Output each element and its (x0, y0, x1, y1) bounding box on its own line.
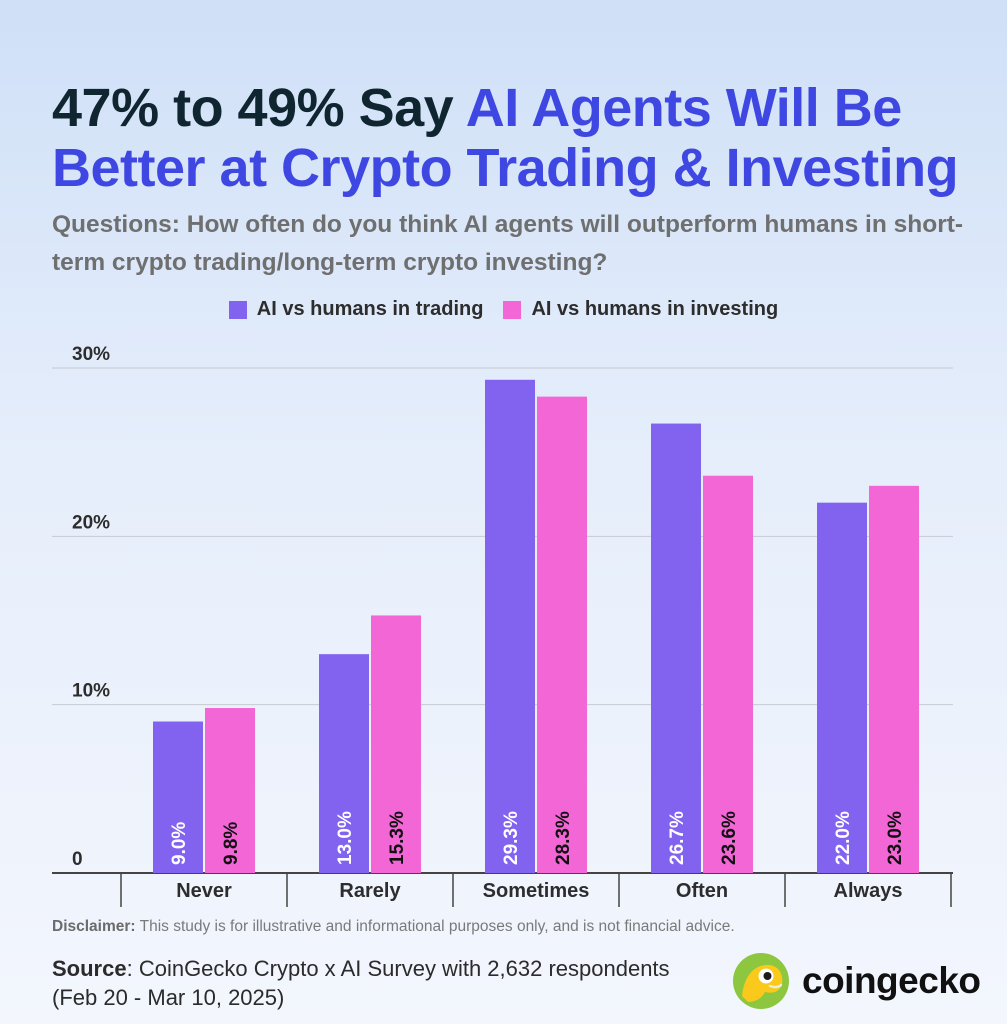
title-part-dark: 47% to 49% Say (52, 78, 454, 138)
bar-rarely-investing (371, 615, 421, 873)
legend-item-trading: AI vs humans in trading (228, 298, 484, 321)
bar-never-trading (153, 721, 203, 873)
data-label-often-trading: 26.7% (667, 811, 688, 865)
x-tick-label-often: Often (676, 880, 728, 902)
y-tick-label-3: 30% (72, 344, 110, 365)
chart-legend: AI vs humans in trading AI vs humans in … (0, 298, 1007, 321)
bar-sometimes-trading (485, 379, 535, 873)
bar-rarely-trading (319, 654, 369, 873)
source-label: Source (52, 956, 127, 981)
coingecko-logo: coingecko (732, 952, 981, 1010)
y-tick-label-0: 0 (72, 849, 83, 870)
legend-swatch-trading (228, 300, 247, 319)
chart-subtitle: Questions: How often do you think AI age… (52, 211, 964, 276)
data-label-often-investing: 23.6% (719, 811, 740, 865)
disclaimer-label: Disclaimer: (52, 918, 136, 935)
data-label-always-investing: 23.0% (885, 811, 906, 865)
bar-never-investing (205, 708, 255, 873)
disclaimer-text: This study is for illustrative and infor… (139, 918, 735, 935)
x-tick-label-rarely: Rarely (339, 880, 401, 902)
legend-item-investing: AI vs humans in investing (503, 298, 778, 321)
gecko-icon (733, 953, 789, 1009)
data-label-rarely-investing: 15.3% (387, 811, 408, 865)
legend-label-trading: AI vs humans in trading (256, 298, 484, 320)
data-label-never-trading: 9.0% (169, 822, 190, 865)
data-label-rarely-trading: 13.0% (335, 811, 356, 865)
data-label-never-investing: 9.8% (221, 822, 242, 865)
bar-often-investing (703, 475, 753, 873)
x-tick-label-always: Always (834, 880, 903, 902)
data-label-always-trading: 22.0% (833, 811, 854, 865)
data-label-sometimes-trading: 29.3% (501, 811, 522, 865)
bar-always-investing (869, 485, 919, 873)
legend-swatch-investing (503, 300, 522, 319)
data-label-sometimes-investing: 28.3% (553, 811, 574, 865)
source-text: CoinGecko Crypto x AI Survey with 2,632 … (52, 956, 670, 1010)
chart-title: 47% to 49% Say AI Agents Will Be Better … (52, 78, 1002, 198)
y-tick-label-1: 10% (72, 681, 110, 702)
bar-always-trading (817, 502, 867, 873)
legend-label-investing: AI vs humans in investing (531, 298, 779, 320)
bar-chart: 0 10% 20% 30% 9.0% 9.8% Never 13.0% 15.3% Rarely 2… (52, 344, 953, 907)
bar-often-trading (651, 423, 701, 873)
title-part-accent: AI Agents Will Be Better at Crypto Tradi… (52, 78, 959, 198)
y-tick-label-2: 20% (72, 512, 110, 533)
disclaimer: Disclaimer: This study is for illustrati… (52, 918, 735, 936)
logo-wordmark: coingecko (802, 960, 981, 1001)
x-tick-label-never: Never (176, 880, 232, 902)
bar-sometimes-investing (537, 396, 587, 873)
x-tick-label-sometimes: Sometimes (483, 880, 590, 902)
source-note: Source: CoinGecko Crypto x AI Survey wit… (52, 956, 670, 1010)
